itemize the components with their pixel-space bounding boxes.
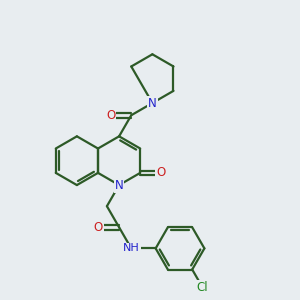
Text: Cl: Cl [197,281,208,294]
Text: O: O [156,167,166,179]
Text: NH: NH [123,243,140,254]
Text: O: O [94,221,103,234]
Text: O: O [106,109,115,122]
Text: N: N [148,97,157,110]
Text: N: N [115,178,124,192]
